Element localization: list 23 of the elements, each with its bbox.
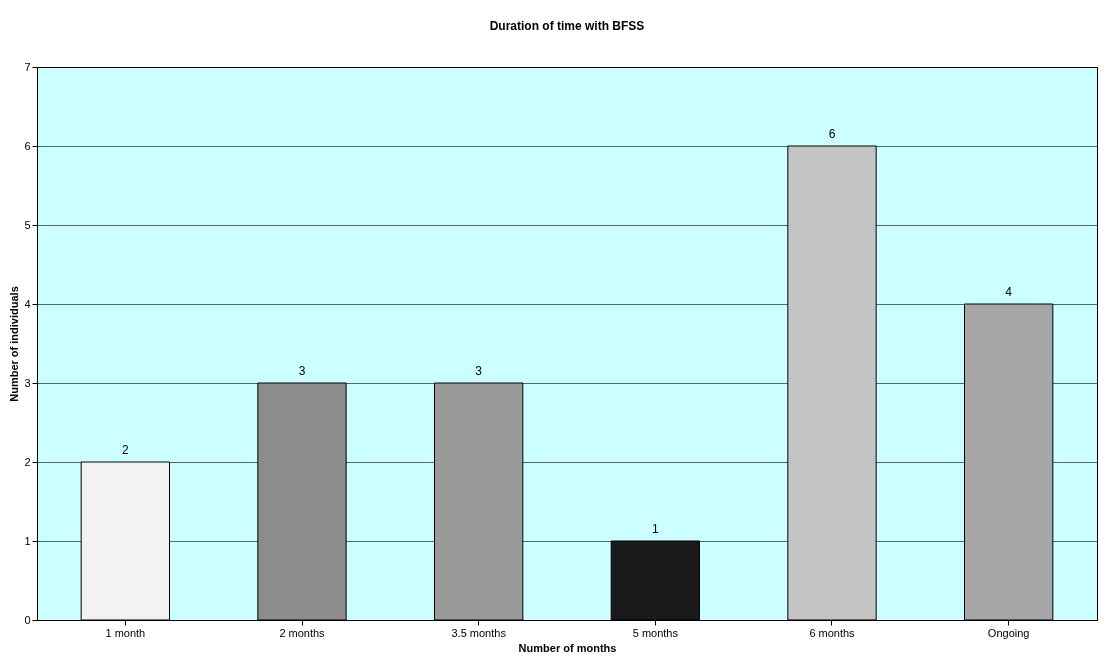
data-label: 2 [121, 443, 129, 457]
x-axis-title: Number of months [518, 641, 617, 654]
data-label: 3 [475, 364, 483, 378]
y-tick-label: 5 [24, 218, 31, 231]
data-label: 6 [828, 127, 836, 141]
x-tick-label: 5 months [632, 626, 679, 639]
y-tick-label: 1 [24, 534, 31, 547]
y-tick-label: 4 [24, 297, 31, 310]
x-tick-label: 3.5 months [451, 626, 507, 639]
y-tick-label: 2 [24, 455, 31, 468]
x-tick-label: Ongoing [987, 626, 1030, 639]
y-tick-label: 6 [24, 139, 31, 152]
y-tick-label: 3 [24, 376, 31, 389]
data-label: 1 [651, 522, 659, 536]
data-label: 3 [298, 364, 306, 378]
chart-title: Duration of time with BFSS [489, 19, 645, 33]
y-tick-label: 7 [24, 60, 31, 73]
x-tick-label: 1 month [105, 626, 146, 639]
data-label: 4 [1005, 285, 1013, 299]
y-tick-label: 0 [24, 613, 31, 626]
x-tick-label: 6 months [809, 626, 856, 639]
x-tick-label: 2 months [279, 626, 326, 639]
y-axis-title: Number of individuals [8, 286, 21, 402]
